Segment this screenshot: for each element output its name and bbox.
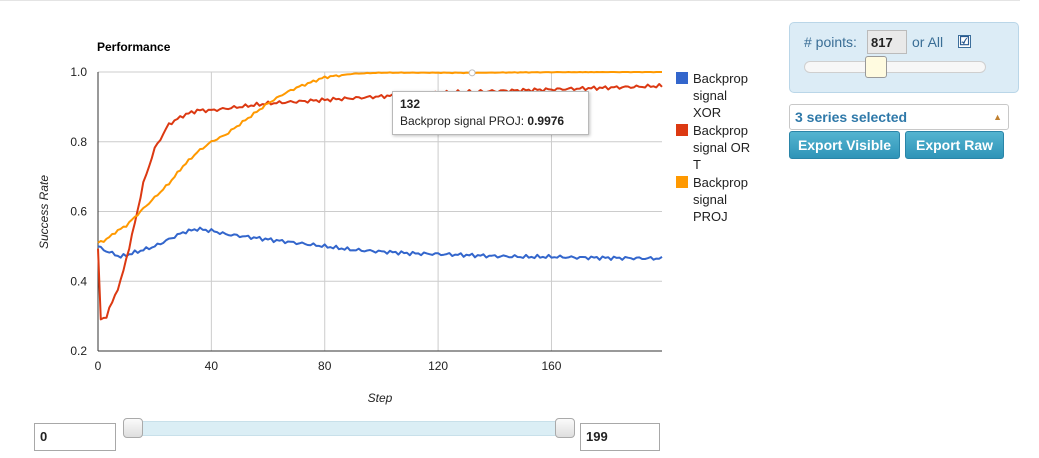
range-slider-left-handle[interactable] xyxy=(123,418,143,438)
y-axis-label: Success Rate xyxy=(37,175,51,249)
legend-label-line: Backprop xyxy=(693,175,748,190)
legend-label-line: signal xyxy=(693,88,727,103)
or-all-label: or All xyxy=(912,34,944,50)
y-tick-labels: 0.2 0.4 0.6 0.8 1.0 xyxy=(70,65,87,358)
top-divider xyxy=(0,0,1020,1)
legend-label-line: Backprop xyxy=(693,71,748,86)
legend-item-proj[interactable]: Backprop signal PROJ xyxy=(676,174,766,225)
tooltip-x-value: 132 xyxy=(400,97,421,111)
legend-item-or-t[interactable]: Backprop signal OR T xyxy=(676,122,766,173)
chart-legend: Backprop signal XOR Backprop signal OR T… xyxy=(676,70,766,226)
points-slider-track[interactable] xyxy=(804,61,986,73)
x-tick-label: 80 xyxy=(318,359,332,373)
legend-swatch-or-t xyxy=(676,124,688,136)
points-input[interactable]: 817 xyxy=(867,30,907,54)
y-tick-label: 1.0 xyxy=(70,65,87,79)
check-icon: ☑ xyxy=(959,34,970,48)
legend-item-xor[interactable]: Backprop signal XOR xyxy=(676,70,766,121)
tooltip-value: 0.9976 xyxy=(527,114,565,128)
series-line-3 xyxy=(97,71,662,244)
export-visible-button[interactable]: Export Visible xyxy=(789,131,900,159)
x-tick-label: 0 xyxy=(95,359,102,373)
legend-swatch-proj xyxy=(676,176,688,188)
legend-label-line: Backprop xyxy=(693,123,748,138)
points-label: # points: xyxy=(804,34,857,50)
hover-point xyxy=(468,69,476,77)
range-min-input[interactable]: 0 xyxy=(34,423,116,451)
y-tick-label: 0.8 xyxy=(70,135,87,149)
x-axis-label: Step xyxy=(368,391,393,405)
range-max-input[interactable]: 199 xyxy=(580,423,660,451)
chart-tooltip: 132 Backprop signal PROJ: 0.9976 xyxy=(392,91,589,135)
legend-label-line: PROJ xyxy=(693,209,728,224)
all-points-checkbox[interactable]: ☑ xyxy=(958,35,971,48)
tooltip-series-name: Backprop signal PROJ xyxy=(400,114,521,128)
y-tick-label: 0.4 xyxy=(70,274,87,288)
chart-title: Performance xyxy=(97,40,171,54)
x-tick-label: 120 xyxy=(428,359,448,373)
series-lines xyxy=(97,71,663,321)
legend-label-line: signal xyxy=(693,192,727,207)
y-tick-label: 0.2 xyxy=(70,344,87,358)
legend-label-line: signal OR xyxy=(693,140,751,155)
legend-label-line: XOR xyxy=(693,105,722,120)
range-slider-track[interactable] xyxy=(128,421,568,436)
series-select[interactable]: 3 series selected ▲▼ xyxy=(789,104,1009,146)
points-slider-handle[interactable] xyxy=(865,56,887,78)
series-line-1 xyxy=(97,226,663,261)
points-panel: # points: 817 or All ☑ xyxy=(789,22,1019,93)
legend-swatch-xor xyxy=(676,72,688,84)
export-raw-button[interactable]: Export Raw xyxy=(905,131,1004,159)
series-select-value: 3 series selected xyxy=(795,109,908,125)
series-line-2 xyxy=(97,83,663,321)
legend-label-line: T xyxy=(693,157,701,172)
x-tick-labels: 0 40 80 120 160 xyxy=(95,359,562,373)
y-tick-label: 0.6 xyxy=(70,205,87,219)
tooltip-series-row: Backprop signal PROJ: 0.9976 xyxy=(400,114,565,128)
x-tick-label: 40 xyxy=(205,359,219,373)
range-slider-right-handle[interactable] xyxy=(555,418,575,438)
x-tick-label: 160 xyxy=(541,359,561,373)
